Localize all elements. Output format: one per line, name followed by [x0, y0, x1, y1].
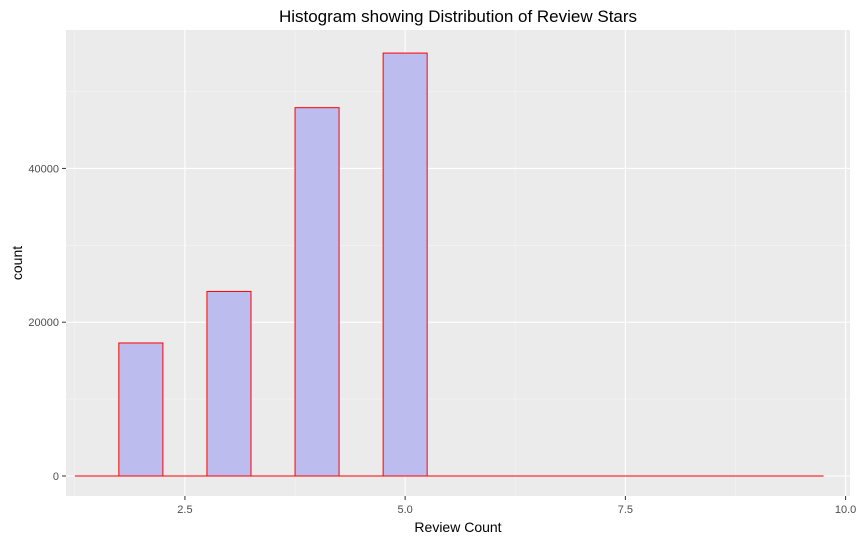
y-tick-label: 40000	[28, 163, 59, 175]
x-axis-title: Review Count	[414, 519, 501, 535]
y-tick-label: 20000	[28, 317, 59, 329]
x-tick-label: 7.5	[618, 504, 633, 516]
x-tick-label: 2.5	[177, 504, 192, 516]
chart-title: Histogram showing Distribution of Review…	[279, 7, 637, 26]
histogram-bar	[382, 52, 428, 477]
plot-panel	[66, 30, 850, 496]
histogram-bar	[206, 290, 252, 477]
histogram-bars	[74, 52, 824, 477]
y-tick-label: 0	[53, 471, 59, 483]
x-tick-label: 10.0	[835, 504, 856, 516]
y-axis: 0 20000 40000	[28, 163, 66, 483]
y-axis-title: count	[9, 246, 25, 280]
x-axis: 2.5 5.0 7.5 10.0	[177, 496, 856, 516]
histogram-bar	[118, 342, 164, 477]
histogram-bar	[294, 107, 340, 477]
x-tick-label: 5.0	[397, 504, 412, 516]
